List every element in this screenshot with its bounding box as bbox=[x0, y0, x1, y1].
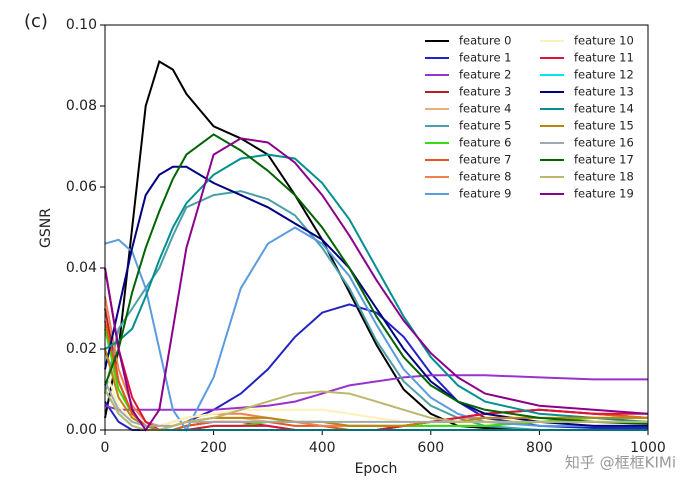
panel-label: (c) bbox=[24, 11, 48, 32]
x-tick-label: 0 bbox=[101, 440, 110, 456]
plot-frame bbox=[104, 24, 649, 431]
x-tick-label: 1000 bbox=[630, 440, 666, 456]
legend-label: feature 4 bbox=[459, 102, 512, 116]
legend-label: feature 14 bbox=[574, 102, 634, 116]
watermark: 知乎 @框框KIMi bbox=[565, 454, 676, 472]
legend-label: feature 1 bbox=[459, 51, 512, 65]
series-line bbox=[104, 320, 649, 431]
y-tick-label: 0.08 bbox=[66, 98, 97, 114]
y-tick-label: 0.02 bbox=[66, 341, 97, 357]
legend-label: feature 2 bbox=[459, 68, 512, 82]
legend-label: feature 16 bbox=[574, 136, 634, 150]
legend-label: feature 7 bbox=[459, 153, 512, 167]
x-axis-label: Epoch bbox=[355, 461, 398, 477]
series-line bbox=[104, 137, 649, 432]
x-tick-label: 800 bbox=[526, 440, 553, 456]
legend-label: feature 6 bbox=[459, 136, 512, 150]
y-tick-label: 0.06 bbox=[66, 179, 97, 195]
legend-label: feature 11 bbox=[574, 51, 634, 65]
y-tick-label: 0.00 bbox=[66, 422, 97, 438]
series-line bbox=[104, 133, 649, 425]
series-line bbox=[104, 226, 648, 432]
legend-label: feature 18 bbox=[574, 170, 634, 184]
legend-label: feature 17 bbox=[574, 153, 634, 167]
legend-label: feature 5 bbox=[459, 119, 512, 133]
y-tick-label: 0.10 bbox=[66, 17, 97, 33]
series-line bbox=[104, 165, 648, 427]
legend-label: feature 9 bbox=[459, 187, 512, 201]
legend-label: feature 3 bbox=[459, 85, 512, 99]
legend-label: feature 0 bbox=[459, 34, 512, 48]
series-line bbox=[104, 267, 648, 431]
legend-label: feature 19 bbox=[574, 187, 634, 201]
legend-label: feature 10 bbox=[574, 34, 634, 48]
y-axis-label: GSNR bbox=[38, 208, 54, 248]
legend-label: feature 12 bbox=[574, 68, 634, 82]
x-tick-label: 400 bbox=[309, 440, 336, 456]
series-line bbox=[104, 153, 649, 423]
legend-label: feature 8 bbox=[459, 170, 512, 184]
legend-label: feature 15 bbox=[574, 119, 634, 133]
series-line bbox=[104, 374, 648, 411]
series-line bbox=[104, 190, 648, 431]
x-tick-label: 200 bbox=[200, 440, 227, 456]
legend-label: feature 13 bbox=[574, 85, 634, 99]
y-tick-label: 0.04 bbox=[66, 260, 97, 276]
x-tick-label: 600 bbox=[417, 440, 444, 456]
